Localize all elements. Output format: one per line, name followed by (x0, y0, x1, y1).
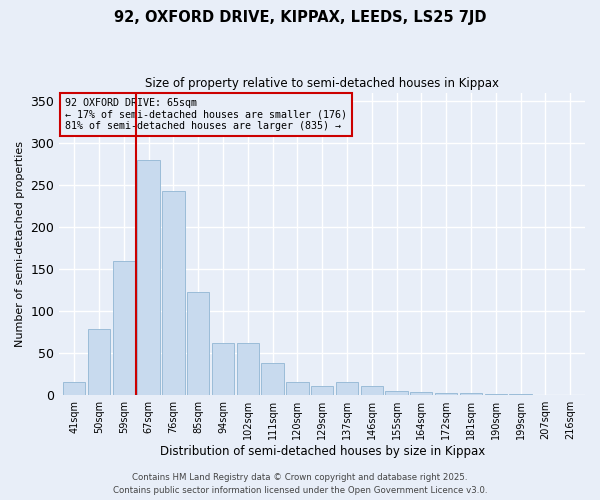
Bar (63, 382, 85, 394)
Text: 92 OXFORD DRIVE: 65sqm
← 17% of semi-detached houses are smaller (176)
81% of se: 92 OXFORD DRIVE: 65sqm ← 17% of semi-det… (65, 98, 347, 131)
Bar (410, 392, 433, 394)
Bar (286, 382, 308, 394)
Bar (361, 386, 383, 394)
Bar (311, 386, 334, 394)
Bar (336, 382, 358, 394)
Text: Contains HM Land Registry data © Crown copyright and database right 2025.
Contai: Contains HM Land Registry data © Crown c… (113, 474, 487, 495)
Bar (212, 343, 234, 394)
Text: 92, OXFORD DRIVE, KIPPAX, LEEDS, LS25 7JD: 92, OXFORD DRIVE, KIPPAX, LEEDS, LS25 7J… (114, 10, 486, 25)
Bar (137, 160, 160, 394)
Bar (113, 260, 135, 394)
Bar (435, 393, 457, 394)
Y-axis label: Number of semi-detached properties: Number of semi-detached properties (15, 141, 25, 347)
Bar (262, 363, 284, 394)
Bar (187, 292, 209, 395)
X-axis label: Distribution of semi-detached houses by size in Kippax: Distribution of semi-detached houses by … (160, 444, 485, 458)
Bar (88, 330, 110, 394)
Bar (236, 343, 259, 394)
Bar (460, 393, 482, 394)
Bar (162, 191, 185, 394)
Title: Size of property relative to semi-detached houses in Kippax: Size of property relative to semi-detach… (145, 78, 499, 90)
Bar (385, 390, 407, 394)
